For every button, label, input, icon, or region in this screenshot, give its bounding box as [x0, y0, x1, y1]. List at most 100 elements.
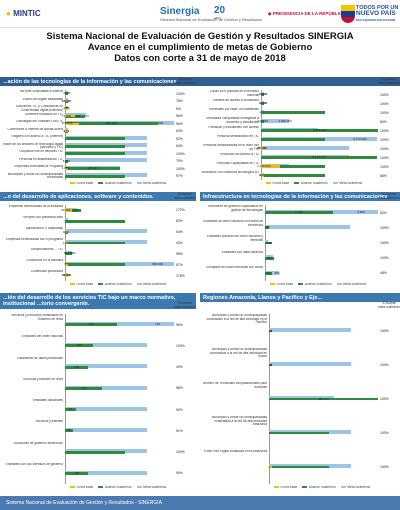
bar-avance	[65, 219, 125, 223]
row-label: MiPyme con presencia Web	[23, 215, 63, 219]
percent-header: % Avance meta cuatrienio	[378, 77, 400, 85]
row-label: Servicios y productos certificados en Go…	[11, 314, 63, 321]
row-label: MiPyme conectadas a Internet	[19, 90, 63, 93]
row-label: Municipios y Áreas No Municipalizadas co…	[206, 314, 267, 325]
percent-value: 96%	[176, 121, 183, 126]
bar-avance	[265, 241, 273, 245]
percent-value: 100%	[380, 164, 389, 169]
percent-value: 63%	[176, 129, 183, 134]
row-label: Entidades del orden nacional	[21, 335, 63, 339]
chart-legend: Línea base Avance cuatrienio Meta cuatrien…	[265, 282, 366, 286]
bar-avance	[65, 252, 72, 256]
bar-base	[65, 122, 79, 125]
bar-value-avance: 61%	[63, 91, 70, 96]
legend-swatch-base	[266, 181, 271, 185]
bar-meta	[65, 229, 147, 234]
bar-value-avance: 2.156	[295, 210, 303, 215]
bar-avance	[65, 386, 103, 390]
bar-value-avance: 38	[268, 362, 273, 367]
bar-meta	[261, 118, 290, 123]
bar-meta	[65, 321, 174, 326]
bar-value-base: 6.540	[61, 98, 70, 103]
legend-label-avance: Avance cuatrienio	[300, 181, 328, 185]
bar-avance	[269, 363, 272, 367]
bar-value-avance: 182.747	[318, 396, 329, 401]
bar-avance	[261, 120, 265, 123]
row-label: Entidades del orden territorial con sell…	[206, 265, 263, 269]
bar-value-avance: 243	[81, 385, 87, 390]
bar-base	[65, 115, 76, 118]
bar-base	[65, 231, 68, 234]
legend-swatch-avance	[98, 181, 104, 185]
bar-value-avance: 153	[74, 470, 80, 475]
bar-avance	[261, 129, 378, 132]
bar-avance	[261, 102, 264, 105]
percent-value: 98%	[176, 251, 183, 256]
percent-value: 54%	[176, 230, 183, 235]
bar-avance	[265, 272, 272, 275]
row-label: Trámites de acceso a contenidos	[212, 99, 259, 102]
percent-header: % Avance meta cuatrienio	[174, 77, 196, 85]
chart-legend: Línea base Avance cuatrienio Meta cuatrien…	[269, 485, 370, 489]
row-label: Entidades con datos abiertos	[221, 250, 263, 254]
bar-avance	[261, 93, 264, 96]
bar-value-base: 73.900	[61, 113, 72, 118]
bar-avance	[65, 209, 81, 212]
colombia-shield-icon	[341, 5, 355, 23]
bar-value-base: 1.050	[61, 166, 70, 171]
bar-value-avance: 287	[266, 255, 272, 260]
bar-meta	[65, 364, 147, 369]
bar-value-avance: 2.620	[258, 101, 267, 105]
bar-base	[65, 130, 68, 133]
percent-value: 86%	[380, 173, 387, 178]
bar-value-avance: 8.566	[62, 158, 71, 163]
row-label: Entidades con uso intensivo de gobierno	[5, 462, 63, 466]
bar-value-avance: 51	[67, 428, 71, 433]
sinergia-logo: Sinergia Sistema Nacional de Evaluación d…	[160, 6, 263, 22]
bar-avance	[261, 111, 326, 114]
row-label: Ocupación fue en sectores TIC	[19, 150, 63, 153]
chart-legend: Línea base Avance cuatrienio Meta cuatrien…	[65, 282, 166, 286]
percent-header: % Avance meta cuatrienio	[378, 192, 400, 200]
percent-value: 100%	[380, 465, 389, 469]
bar-value-avance: 183	[76, 343, 82, 348]
legend-label-meta: Meta cuatrienio	[143, 181, 167, 185]
bar-avance	[65, 471, 89, 475]
percent-value: 100%	[380, 363, 389, 367]
row-label: Terminales compartidas entregadas a doce…	[205, 117, 259, 124]
percent-value: 100%	[176, 166, 185, 171]
chart-panel-tic-left: MiPyme conectadas a Internet70%61%100%Ed…	[0, 77, 196, 188]
page-title: Sistema Nacional de Evaluación de Gestió…	[46, 31, 354, 64]
bar-value-avance: 216	[265, 270, 271, 275]
bar-base	[65, 241, 68, 245]
bar-base	[65, 100, 68, 103]
percent-value: 172%	[176, 208, 185, 213]
bar-value-base: 2,1	[63, 106, 68, 111]
bar-value-base: 15.350	[256, 146, 267, 150]
bar-value-base: 0	[64, 262, 67, 267]
legend-swatch-avance	[298, 282, 304, 286]
percent-value: 91%	[176, 428, 183, 433]
percent-value: 100%	[176, 151, 185, 156]
row-label: Soluciones TIC y Consultorías en Conecti…	[15, 105, 63, 112]
row-label: Municipios y Áreas No Municipalizadas co…	[209, 348, 267, 359]
bar-avance	[65, 92, 68, 96]
mintic-logo[interactable]: ● MINTIC	[6, 9, 41, 18]
row-label: Personas sensibilizadas en el buen uso d…	[203, 144, 259, 151]
bar-base	[65, 167, 68, 170]
bar-value-avance: 405.147	[87, 166, 99, 171]
presidencia-logo[interactable]: ◆ PRESIDENCIA DE LA REPÚBLICA	[268, 11, 346, 16]
legend-label-meta: Meta cuatrienio	[143, 282, 167, 286]
row-label: Desarrolladores ... TIC	[30, 248, 63, 252]
row-label: Personas en alfabetización TIC	[18, 157, 63, 161]
row-label: Personas Capacitadas en TIC	[216, 162, 259, 165]
bar-value-base: 100.000	[61, 121, 73, 126]
legend-swatch-avance	[294, 181, 300, 185]
legend-swatch-base	[70, 181, 75, 185]
bar-value-meta: 710	[155, 322, 161, 327]
row-label: Personas con acceso a TIC	[219, 153, 259, 156]
bar-base	[269, 465, 272, 469]
row-label: Población y estudiantes con acceso	[208, 126, 259, 129]
percent-value: 100%	[176, 343, 185, 348]
bar-value-base: 2.800	[61, 273, 70, 278]
